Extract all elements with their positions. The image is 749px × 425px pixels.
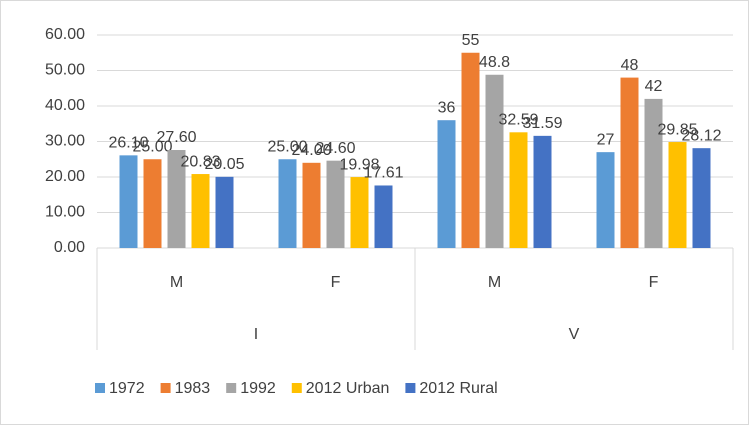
data-label: 27.60 bbox=[156, 129, 196, 146]
bar bbox=[326, 160, 345, 248]
data-label: 24.60 bbox=[315, 140, 355, 157]
legend-label: 1992 bbox=[240, 380, 276, 397]
data-label: 31.59 bbox=[522, 115, 562, 132]
data-label: 27 bbox=[597, 131, 615, 148]
legend-swatch bbox=[405, 383, 416, 393]
data-label: 28.12 bbox=[681, 127, 721, 144]
x-tick-label: F bbox=[331, 274, 341, 291]
bar bbox=[509, 132, 528, 248]
y-tick-label: 30.00 bbox=[45, 133, 85, 150]
bar bbox=[668, 142, 687, 248]
legend-label: 1972 bbox=[109, 380, 145, 397]
x-tick-label: M bbox=[488, 274, 501, 291]
data-label: 48.8 bbox=[479, 54, 510, 71]
bar bbox=[437, 120, 456, 248]
data-label: 20.83 bbox=[180, 153, 220, 170]
bar bbox=[350, 177, 369, 248]
data-label: 42 bbox=[645, 78, 663, 95]
data-label: 20.05 bbox=[204, 156, 244, 173]
bar bbox=[533, 135, 552, 248]
data-label: 48 bbox=[621, 57, 639, 74]
bar bbox=[692, 148, 711, 248]
legend-label: 2012 Urban bbox=[306, 380, 390, 397]
data-label: 36 bbox=[438, 99, 456, 116]
data-label: 19.98 bbox=[339, 156, 379, 173]
legend-label: 2012 Rural bbox=[419, 380, 497, 397]
bar bbox=[374, 185, 393, 248]
legend-label: 1983 bbox=[175, 380, 211, 397]
legend-swatch bbox=[160, 383, 171, 393]
data-label: 55 bbox=[462, 32, 480, 49]
data-label: 25.00 bbox=[267, 138, 307, 155]
bar bbox=[644, 98, 663, 249]
bar bbox=[167, 150, 186, 248]
y-tick-label: 60.00 bbox=[45, 26, 85, 43]
data-label: 17.61 bbox=[363, 165, 403, 182]
legend-swatch bbox=[226, 383, 237, 393]
bar bbox=[215, 176, 234, 248]
y-tick-label: 0.00 bbox=[54, 239, 85, 256]
bar bbox=[620, 77, 639, 248]
data-label: 29.85 bbox=[657, 121, 697, 138]
bar bbox=[461, 52, 480, 248]
y-tick-label: 20.00 bbox=[45, 168, 85, 185]
x-tick-label: F bbox=[649, 274, 659, 291]
group-label: I bbox=[254, 326, 258, 343]
bar bbox=[302, 162, 321, 248]
data-label: 24.00 bbox=[291, 142, 331, 159]
data-label: 32.59 bbox=[498, 112, 538, 129]
legend-swatch bbox=[291, 383, 302, 393]
bar bbox=[278, 159, 297, 248]
bar bbox=[191, 174, 210, 248]
y-tick-label: 10.00 bbox=[45, 204, 85, 221]
y-tick-label: 50.00 bbox=[45, 62, 85, 79]
bar bbox=[143, 159, 162, 248]
data-label: 26.10 bbox=[108, 135, 148, 152]
legend-swatch bbox=[95, 383, 105, 393]
x-tick-label: M bbox=[170, 274, 183, 291]
y-tick-label: 40.00 bbox=[45, 97, 85, 114]
data-label: 25.00 bbox=[132, 138, 172, 155]
bar bbox=[119, 155, 138, 248]
group-label: V bbox=[569, 326, 580, 343]
bar bbox=[596, 152, 615, 248]
bar bbox=[485, 74, 504, 248]
